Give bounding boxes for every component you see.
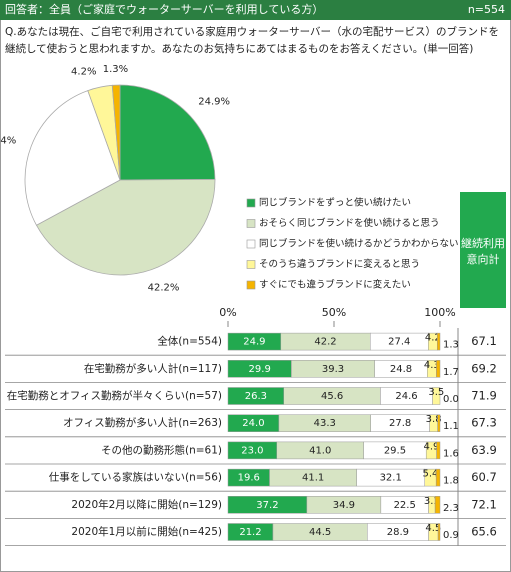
bar-segment bbox=[436, 360, 441, 378]
total-value: 67.3 bbox=[471, 416, 497, 430]
value-label: 1.1 bbox=[443, 421, 459, 432]
x-tick-label: 50% bbox=[322, 306, 346, 319]
legend-swatch bbox=[246, 260, 256, 269]
value-label: 4.9 bbox=[423, 441, 439, 452]
value-label: 44.5 bbox=[309, 527, 331, 538]
value-label: 24.9 bbox=[243, 337, 265, 348]
pie-label: 42.2% bbox=[148, 283, 180, 294]
value-label: 45.6 bbox=[321, 391, 343, 402]
legend-label: 同じブランドをずっと使い続けたい bbox=[259, 197, 411, 209]
pie-slice bbox=[119, 84, 216, 181]
pie-slice bbox=[35, 179, 216, 276]
value-label: 27.8 bbox=[389, 418, 411, 429]
row-label: 2020年2月以降に開始(n=129) bbox=[71, 498, 222, 511]
value-label: 27.4 bbox=[388, 337, 410, 348]
total-value: 63.9 bbox=[471, 443, 497, 457]
pie-label: 24.9% bbox=[198, 96, 230, 107]
pie-label: 1.3% bbox=[103, 64, 128, 75]
bar-segment bbox=[435, 468, 441, 487]
value-label: 0.9 bbox=[443, 530, 459, 541]
value-label: 39.3 bbox=[322, 364, 344, 375]
bar-segment bbox=[437, 523, 441, 541]
value-label: 24.8 bbox=[390, 364, 412, 375]
value-label: 23.0 bbox=[241, 445, 263, 456]
legend-swatch bbox=[246, 239, 256, 249]
value-label: 24.0 bbox=[242, 418, 264, 429]
value-label: 26.3 bbox=[245, 391, 267, 402]
total-value: 72.1 bbox=[471, 497, 497, 511]
value-label: 41.0 bbox=[309, 445, 331, 456]
x-tick-label: 0% bbox=[219, 306, 236, 319]
value-label: 37.2 bbox=[256, 500, 278, 511]
value-label: 0.0 bbox=[443, 394, 459, 405]
question: 継続して使おうと思われますか。あなたのお気持ちにあてはまるものをお答えください。… bbox=[5, 42, 473, 55]
value-label: 41.1 bbox=[302, 473, 324, 484]
total-header: 継続利用意向計 bbox=[460, 192, 506, 308]
value-label: 3.5 bbox=[428, 387, 444, 398]
legend-swatch bbox=[246, 280, 256, 290]
bar-segment bbox=[434, 496, 441, 514]
x-tick-label: 100% bbox=[424, 306, 455, 319]
value-label: 42.2 bbox=[314, 337, 336, 348]
value-label: 22.5 bbox=[394, 500, 416, 511]
legend-label: 同じブランドを使い続けるかどうかわからない bbox=[259, 238, 459, 250]
value-label: 4.5 bbox=[425, 523, 441, 534]
value-label: 1.7 bbox=[443, 367, 459, 378]
value-label: 1.3 bbox=[443, 340, 459, 351]
value-label: 1.6 bbox=[443, 448, 459, 459]
value-label: 29.5 bbox=[384, 445, 406, 456]
total-value: 67.1 bbox=[471, 334, 497, 348]
bar-segment bbox=[436, 332, 441, 351]
pie-slice bbox=[111, 84, 121, 181]
value-label: 3.8 bbox=[426, 414, 442, 425]
bar-segment bbox=[436, 441, 441, 460]
value-label: 24.6 bbox=[395, 391, 417, 402]
question: Q.あなたは現在、ご自宅で利用されている家庭用ウォーターサーバー（水の宅配サービ… bbox=[5, 25, 499, 38]
value-label: 2.3 bbox=[443, 503, 459, 514]
value-label: 19.6 bbox=[238, 473, 260, 484]
total-value: 65.6 bbox=[471, 525, 497, 539]
value-label: 28.9 bbox=[387, 527, 409, 538]
row-label: 仕事をしている家族はいない(n=56) bbox=[49, 471, 222, 484]
header-n: n=554 bbox=[468, 3, 505, 16]
value-label: 4.3 bbox=[424, 360, 440, 371]
row-label: 在宅勤務とオフィス勤務が半々くらい(n=57) bbox=[7, 389, 222, 402]
total-value: 71.9 bbox=[471, 389, 497, 403]
row-label: 全体(n=554) bbox=[157, 335, 222, 348]
row-label: 在宅勤務が多い人計(n=117) bbox=[84, 362, 222, 375]
row-label: 2020年1月以前に開始(n=425) bbox=[71, 525, 222, 538]
total-value: 69.2 bbox=[471, 361, 497, 375]
value-label: 34.9 bbox=[333, 500, 355, 511]
pie-label: 27.4% bbox=[0, 135, 16, 146]
legend-label: そのうち違うブランドに変えると思う bbox=[259, 258, 420, 270]
bar-segment bbox=[432, 387, 441, 405]
row-label: オフィス勤務が多い人計(n=263) bbox=[63, 416, 222, 429]
value-label: 5.4 bbox=[423, 469, 439, 480]
header-bar bbox=[0, 0, 511, 20]
total-value: 60.7 bbox=[471, 470, 497, 484]
row-label: その他の勤務形態(n=61) bbox=[101, 443, 222, 456]
value-label: 3.1 bbox=[424, 496, 440, 507]
legend-swatch bbox=[246, 198, 256, 208]
value-label: 21.2 bbox=[239, 527, 261, 538]
legend-label: おそらく同じブランドを使い続けると思う bbox=[259, 217, 440, 229]
pie-slice bbox=[24, 90, 121, 226]
legend-label: すぐにでも違うブランドに変えたい bbox=[259, 279, 411, 291]
pie-label: 4.2% bbox=[71, 67, 96, 78]
value-label: 4.2 bbox=[425, 333, 441, 344]
header-title: 回答者：全員（ご家庭でウォーターサーバーを利用している方） bbox=[5, 2, 323, 16]
legend-swatch bbox=[246, 219, 256, 228]
bar-segment bbox=[437, 414, 441, 432]
value-label: 1.8 bbox=[443, 476, 459, 487]
value-label: 32.1 bbox=[380, 473, 402, 484]
value-label: 29.9 bbox=[249, 364, 271, 375]
value-label: 43.3 bbox=[314, 418, 336, 429]
